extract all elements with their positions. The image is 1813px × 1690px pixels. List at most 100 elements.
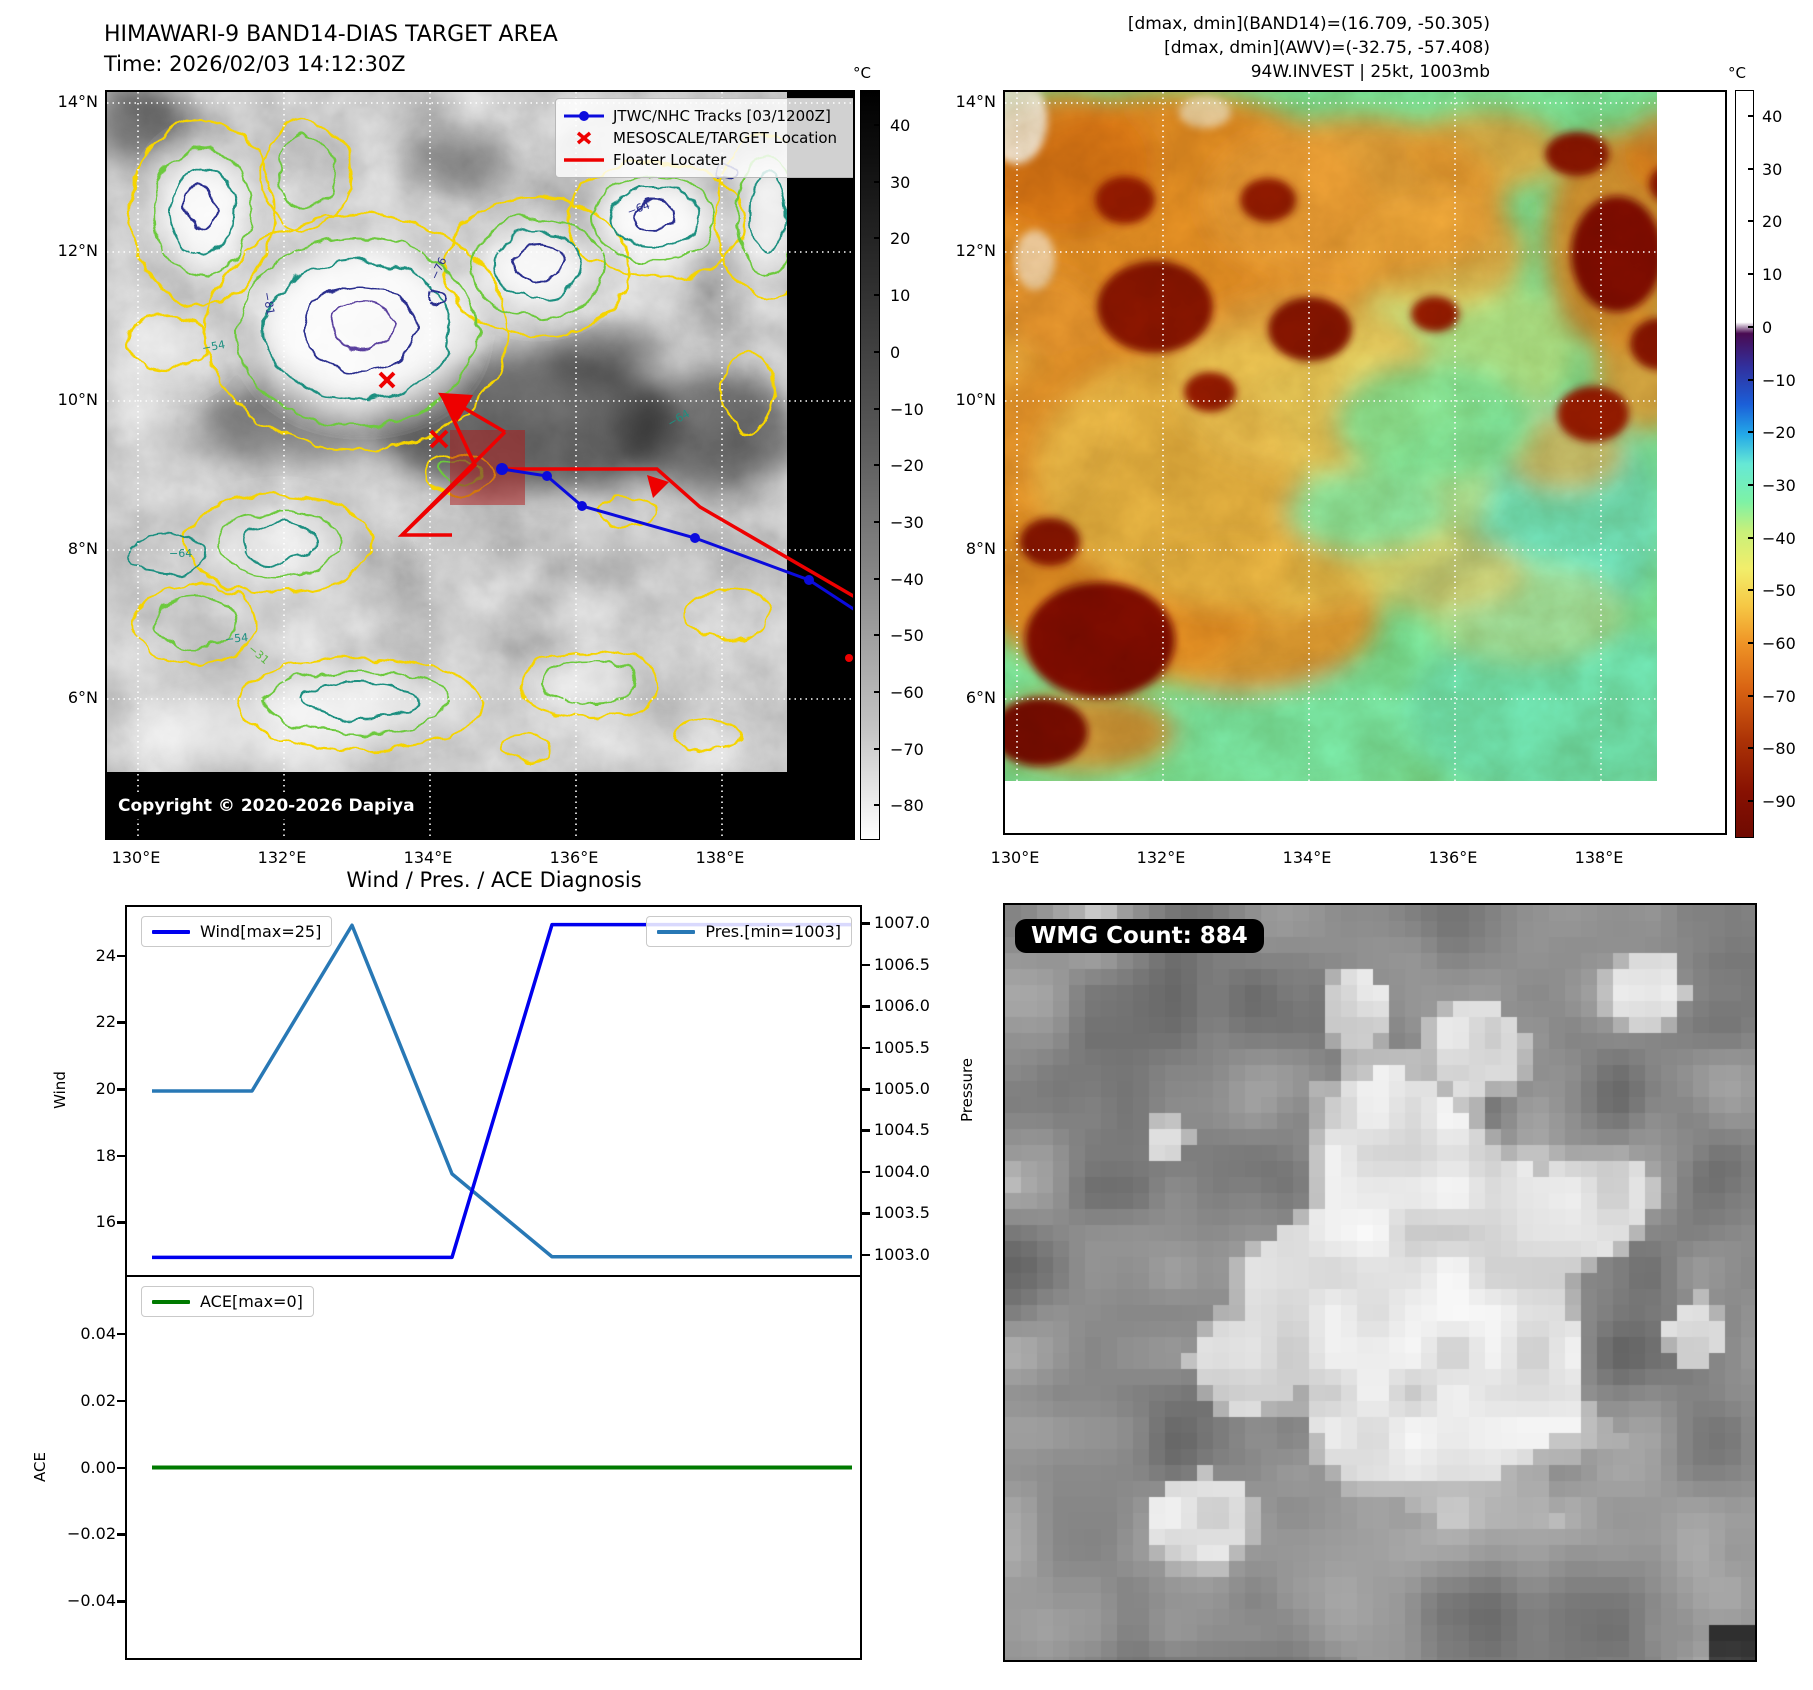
wind-ytick: 20	[95, 1079, 116, 1098]
ace-ytick: 0.04	[80, 1323, 116, 1343]
tick-mark	[874, 634, 880, 637]
tick-mark	[862, 922, 870, 925]
tick-mark	[1748, 483, 1754, 486]
band14-colorbar-tick: −40	[890, 569, 924, 589]
data-line	[152, 922, 852, 1260]
right-map-gridlines	[1005, 92, 1657, 781]
tick-mark	[1748, 642, 1754, 644]
pressure-legend: Pres.[min=1003]	[646, 916, 852, 947]
tick-mark	[117, 1154, 125, 1158]
band14-colorbar-tick: 30	[890, 172, 911, 192]
tick-mark	[862, 1046, 870, 1050]
tick-mark	[874, 180, 880, 183]
band14-colorbar-tick: 20	[890, 229, 911, 249]
awv-colorbar-tick: 30	[1762, 159, 1783, 179]
pressure-line-icon	[657, 929, 696, 934]
band14-satellite-image	[107, 92, 853, 838]
tick-mark	[1748, 589, 1754, 592]
ace-ytick: 0.00	[80, 1457, 116, 1477]
awv-colorbar-tick: −20	[1762, 423, 1796, 443]
band14-colorbar-tick: 0	[890, 342, 901, 362]
tick-mark	[1748, 378, 1754, 381]
ace-ytick: −0.04	[66, 1591, 116, 1611]
awv-colorbar-tick: −30	[1762, 475, 1796, 495]
tick-mark	[1748, 115, 1754, 117]
band14-colorbar-tick: −60	[890, 683, 924, 702]
awv-colorbar-tick: 0	[1762, 317, 1773, 337]
tick-mark	[862, 963, 870, 967]
band14-colorbar-tick: −20	[890, 456, 924, 476]
pressure-ytick: 1003.5	[874, 1203, 930, 1223]
awv-colorbar-tick: −60	[1762, 634, 1796, 653]
wmg-pixel-image	[1005, 905, 1755, 1660]
tick-mark	[117, 1533, 125, 1536]
pressure-ytick: 1004.0	[874, 1161, 930, 1181]
info-line-awv: [dmax, dmin](AWV)=(-32.75, -57.408)	[1164, 38, 1490, 58]
awv-satellite-image	[1005, 92, 1657, 781]
band14-colorbar-tick: −80	[890, 796, 924, 816]
tick-mark	[874, 294, 880, 297]
left-map-lon-tick: 130°E	[111, 848, 161, 867]
band14-colorbar-unit: °C	[853, 64, 871, 82]
tick-mark	[1748, 220, 1754, 223]
pressure-ytick: 1006.0	[874, 996, 930, 1016]
awv-colorbar-tick: −90	[1762, 792, 1796, 812]
floater-locater-lines	[397, 392, 853, 598]
tick-mark	[1748, 536, 1754, 539]
data-line	[152, 923, 852, 1259]
wind-ytick: 24	[95, 945, 116, 965]
awv-colorbar-tick: −70	[1762, 686, 1796, 706]
tick-mark	[117, 1088, 125, 1091]
right-map-lat-tick: 12°N	[955, 241, 996, 260]
legend-floater-label: Floater Locater	[613, 151, 727, 169]
right-map-lon-tick: 138°E	[1574, 848, 1624, 867]
wind-line-icon	[152, 929, 190, 934]
wmg-panel: WMG Count: 884	[1003, 903, 1757, 1662]
copyright-watermark: Copyright © 2020-2026 Dapiya	[109, 793, 424, 819]
awv-colorbar-tick: −10	[1762, 370, 1796, 390]
right-map-lat-tick: 6°N	[965, 688, 996, 707]
diagnosis-title: Wind / Pres. / ACE Diagnosis	[346, 868, 642, 892]
tick-mark	[1748, 167, 1754, 170]
tick-mark	[874, 464, 880, 467]
tick-mark	[1748, 694, 1754, 697]
info-line-invest: 94W.INVEST | 25kt, 1003mb	[1250, 62, 1490, 82]
pressure-ytick: 1004.5	[874, 1120, 930, 1140]
right-map-info: [dmax, dmin](BAND14)=(16.709, -50.305) […	[900, 12, 1490, 84]
tick-mark	[117, 1332, 125, 1336]
awv-map-panel	[1003, 90, 1727, 835]
right-map-lon-tick: 136°E	[1428, 848, 1478, 867]
left-map-lon-tick: 136°E	[549, 848, 599, 867]
floater-edge-dot	[845, 654, 853, 662]
left-map-lat-tick: 12°N	[57, 241, 98, 260]
right-map-lat-tick: 14°N	[955, 92, 996, 111]
wind-ytick: 22	[95, 1012, 116, 1032]
tick-mark	[862, 1170, 870, 1174]
pressure-ytick: 1007.0	[874, 913, 930, 933]
awv-colorbar-tick: −50	[1762, 581, 1796, 601]
ace-axis-label: ACE	[31, 1452, 49, 1482]
ace-legend: ACE[max=0]	[141, 1286, 314, 1317]
tick-mark	[874, 577, 880, 580]
tick-mark	[862, 1212, 870, 1215]
band14-colorbar-tick: −50	[890, 626, 924, 646]
band14-map-panel: JTWC/NHC Tracks [03/1200Z] MESOSCALE/TAR…	[105, 90, 855, 840]
tick-mark	[874, 691, 880, 693]
tick-mark	[1748, 431, 1754, 434]
track-line-icon	[564, 110, 604, 122]
tick-mark	[874, 804, 880, 807]
tick-mark	[1748, 273, 1754, 276]
tick-mark	[874, 407, 880, 410]
tick-mark	[1748, 747, 1754, 750]
contour-teal	[130, 165, 787, 720]
tick-mark	[862, 1129, 870, 1132]
band14-colorbar-tick: −10	[890, 399, 924, 419]
tick-mark	[862, 1253, 870, 1257]
ace-ytick: −0.02	[66, 1524, 116, 1544]
target-x-markers	[378, 371, 449, 449]
awv-colorbar-tick: −80	[1762, 739, 1796, 759]
ace-plot-area	[152, 1465, 852, 1470]
tick-mark	[874, 124, 880, 126]
floater-line-icon	[564, 154, 604, 166]
tick-mark	[1748, 800, 1754, 803]
